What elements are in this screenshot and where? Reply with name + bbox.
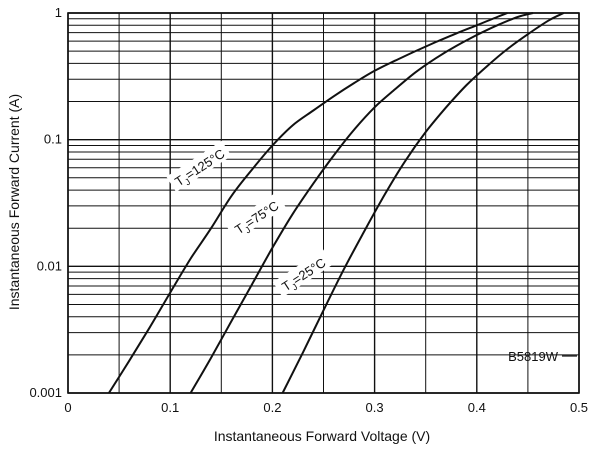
y-tick-label: 0.001 bbox=[29, 385, 62, 400]
ticks: 0 0.1 0.2 0.3 0.4 0.5 0.001 0.01 0.1 1 bbox=[29, 5, 588, 415]
y-axis-label: Instantaneous Forward Current (A) bbox=[6, 94, 22, 310]
series-line bbox=[108, 12, 508, 394]
series-label-background bbox=[225, 192, 286, 241]
y-tick-label: 0.1 bbox=[44, 132, 62, 147]
series-line bbox=[281, 12, 565, 394]
x-tick-label: 0.4 bbox=[468, 400, 486, 415]
x-tick-label: 0.2 bbox=[263, 400, 281, 415]
y-tick-label: 0.01 bbox=[37, 258, 62, 273]
series-label: TJ=75°C bbox=[225, 192, 286, 241]
x-tick-label: 0.5 bbox=[570, 400, 588, 415]
grid bbox=[67, 12, 580, 394]
series-label-background bbox=[166, 140, 232, 192]
series-label-background bbox=[272, 249, 333, 298]
x-tick-label: 0 bbox=[64, 400, 71, 415]
series-line bbox=[189, 12, 534, 394]
part-number-annotation: B5819W bbox=[508, 349, 577, 364]
plot-frame bbox=[67, 12, 580, 394]
series-label: TJ=25°C bbox=[272, 249, 333, 298]
x-tick-label: 0.3 bbox=[366, 400, 384, 415]
x-axis-label: Instantaneous Forward Voltage (V) bbox=[214, 428, 430, 444]
curves bbox=[108, 12, 565, 394]
series-labels: TJ=125°CTJ=75°CTJ=25°C bbox=[166, 140, 333, 298]
annotation-text: B5819W bbox=[508, 349, 559, 364]
x-tick-label: 0.1 bbox=[161, 400, 179, 415]
y-tick-label: 1 bbox=[55, 5, 62, 20]
